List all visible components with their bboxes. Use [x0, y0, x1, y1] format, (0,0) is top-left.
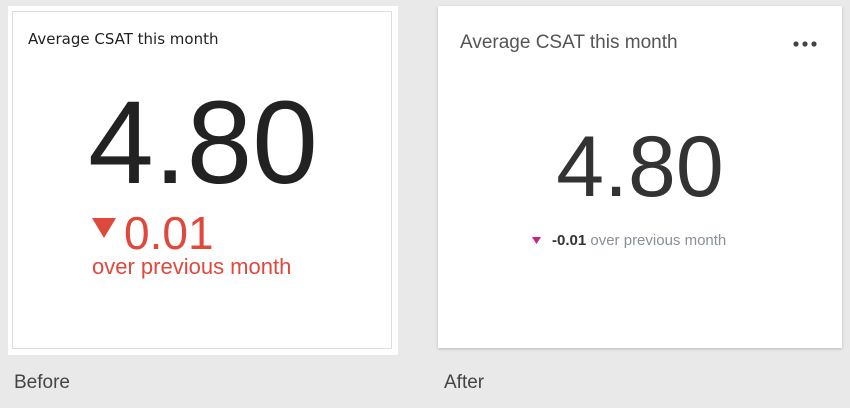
- card-title: Average CSAT this month: [28, 30, 219, 48]
- down-arrow: [92, 218, 116, 238]
- more-menu[interactable]: [792, 40, 818, 48]
- caption: Before: [14, 372, 70, 393]
- kpi-value: 4.80: [88, 77, 318, 209]
- caption: After: [444, 372, 485, 393]
- delta-label: over previous month: [590, 232, 727, 249]
- delta-label: over previous month: [92, 254, 292, 279]
- card-border: [12, 11, 392, 349]
- kpi-card: Average CSAT this month 4.80 -0.01 over …: [438, 6, 842, 348]
- kpi-delta: 0.01: [124, 207, 214, 259]
- kpi-value: 4.80: [556, 119, 724, 215]
- down-arrow: [532, 237, 541, 244]
- kpi-delta: -0.01: [552, 232, 587, 249]
- card-title: Average CSAT this month: [460, 32, 678, 53]
- delta-row: -0.01 over previous month: [552, 232, 726, 249]
- kpi-card: Average CSAT this month 4.80 0.01 over p…: [8, 6, 398, 355]
